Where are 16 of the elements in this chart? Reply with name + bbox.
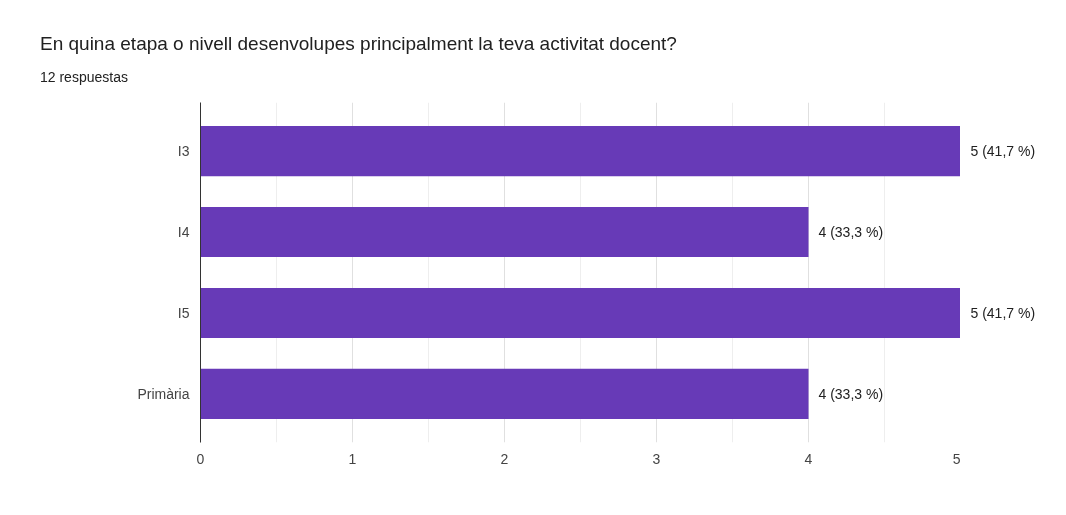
y-tick-label: Primària: [137, 386, 190, 403]
x-tick-label: 5: [952, 450, 961, 467]
data-label: 4 (33,3 %): [818, 386, 884, 403]
data-label: 4 (33,3 %): [818, 224, 884, 241]
x-tick-label: 1: [348, 450, 357, 467]
y-tick-label: I5: [177, 305, 190, 322]
text: 12 respuestas: [40, 68, 128, 88]
data-label: 5 (41,7 %): [970, 143, 1036, 160]
data-label: 5 (41,7 %): [970, 305, 1036, 322]
chart-title: En quina etapa o nivell desenvolupes principalment la teva activitat docent?: [40, 32, 677, 56]
x-tick-label: 3: [652, 450, 661, 467]
y-tick-label: I4: [177, 224, 190, 241]
x-tick-label: 4: [804, 450, 813, 467]
x-tick-label: 2: [500, 450, 509, 467]
y-tick-label: I3: [177, 143, 190, 160]
x-tick-label: 0: [196, 450, 205, 467]
